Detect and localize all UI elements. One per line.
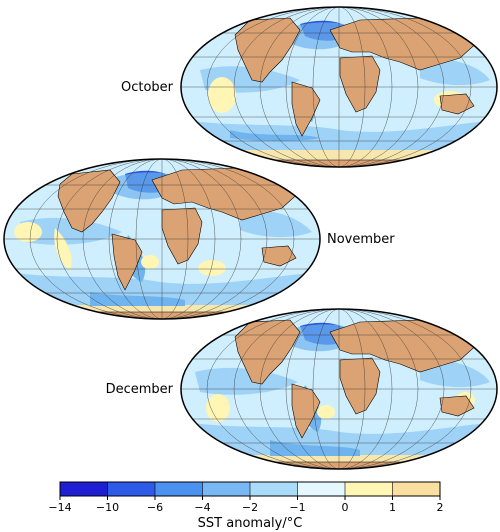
map-border-december [180,308,498,470]
colorbar-tick-label: 0 [342,501,349,514]
colorbar-segment [297,482,346,496]
colorbar-tick-label: −14 [48,501,71,514]
map-border-november [3,158,321,320]
month-label-october: October [121,80,174,95]
colorbar-title: SST anomaly/°C [198,516,303,531]
colorbar-tick-label: 2 [437,501,444,514]
map-panel-december: December [106,308,498,470]
colorbar-tick-label: −1 [289,501,305,514]
colorbar: −14 −10 −6 −4 −2 −1 0 1 2 SST anomaly/°C [48,481,444,531]
colorbar-tick-label: −2 [242,501,258,514]
colorbar-tick-label: 1 [389,501,396,514]
colorbar-segment [107,482,156,496]
map-panel-november: November [3,158,395,320]
colorbar-segment [60,482,108,496]
colorbar-segment [250,482,298,496]
colorbar-ticks: −14 −10 −6 −4 −2 −1 0 1 2 [48,482,444,514]
map-border-october [180,6,498,168]
month-label-december: December [106,382,174,397]
colorbar-segment [392,482,441,496]
colorbar-segment [155,482,203,496]
colorbar-segments [60,482,441,496]
colorbar-tick-label: −4 [194,501,210,514]
colorbar-tick-label: −10 [96,501,119,514]
map-panel-october: October [121,6,498,168]
colorbar-tick-label: −6 [147,501,163,514]
colorbar-segment [345,482,393,496]
month-label-november: November [327,232,395,247]
colorbar-segment [202,482,251,496]
